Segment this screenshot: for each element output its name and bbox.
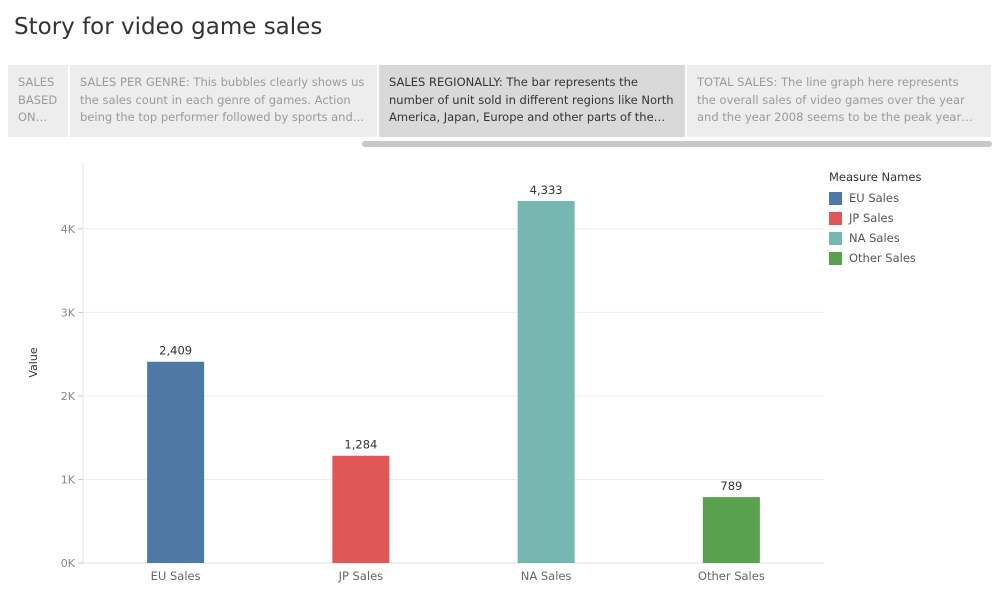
story-point-1[interactable]: SALES BASED ON PLA.. — [8, 65, 68, 137]
y-tick-label: 4K — [61, 223, 76, 236]
data-label: 2,409 — [159, 344, 192, 358]
y-tick-label: 2K — [61, 390, 76, 403]
story-point-caption: TOTAL SALES: The line graph here represe… — [697, 75, 965, 124]
x-tick-label: EU Sales — [151, 569, 201, 583]
y-axis-title: Value — [27, 347, 40, 377]
legend-swatch — [829, 231, 842, 245]
legend-swatch — [829, 211, 842, 225]
x-tick-label: NA Sales — [521, 569, 572, 583]
bar-other-sales — [702, 497, 760, 563]
story-scrollbar[interactable] — [362, 141, 992, 147]
story-point-3[interactable]: SALES REGIONALLY: The bar represents the… — [379, 65, 685, 137]
story-point-caption: SALES PER GENRE: This bubbles clearly sh… — [80, 75, 365, 124]
bar-eu-sales — [147, 361, 205, 563]
data-label: 4,333 — [530, 183, 563, 197]
chart-area: 0K 1K 2K 3K 4K Value 2,409 EU Sales 1,284 JP Sale… — [0, 150, 999, 599]
bar-chart: 0K 1K 2K 3K 4K Value 2,409 EU Sales 1,284 JP Sale… — [27, 162, 824, 583]
legend-swatch — [829, 251, 842, 265]
legend-item-jp-sales[interactable]: JP Sales — [829, 208, 921, 228]
legend: Measure Names EU Sales JP Sales NA Sales… — [829, 170, 921, 268]
bar-na-sales — [517, 201, 575, 563]
legend-label: Other Sales — [849, 251, 916, 265]
legend-label: NA Sales — [849, 231, 900, 245]
legend-item-other-sales[interactable]: Other Sales — [829, 248, 921, 268]
data-label: 1,284 — [344, 438, 377, 452]
legend-swatch — [829, 191, 842, 205]
y-tick-label: 0K — [61, 557, 76, 570]
y-tick-label: 3K — [61, 306, 76, 319]
legend-label: EU Sales — [849, 191, 899, 205]
y-tick-label: 1K — [61, 473, 76, 486]
story-title: Story for video game sales — [14, 14, 323, 40]
story-point-2[interactable]: SALES PER GENRE: This bubbles clearly sh… — [70, 65, 377, 137]
legend-item-na-sales[interactable]: NA Sales — [829, 228, 921, 248]
story-navigator: SALES BASED ON PLA.. SALES PER GENRE: Th… — [8, 65, 991, 137]
story-point-caption: SALES REGIONALLY: The bar represents the… — [389, 75, 674, 124]
data-label: 789 — [720, 479, 742, 493]
bar-jp-sales — [332, 455, 390, 563]
x-tick-label: JP Sales — [338, 569, 384, 583]
story-point-caption: SALES BASED ON PLA.. — [18, 75, 58, 124]
x-tick-label: Other Sales — [698, 569, 765, 583]
legend-item-eu-sales[interactable]: EU Sales — [829, 188, 921, 208]
legend-label: JP Sales — [849, 211, 894, 225]
legend-title: Measure Names — [829, 170, 922, 184]
story-point-4[interactable]: TOTAL SALES: The line graph here represe… — [687, 65, 991, 137]
